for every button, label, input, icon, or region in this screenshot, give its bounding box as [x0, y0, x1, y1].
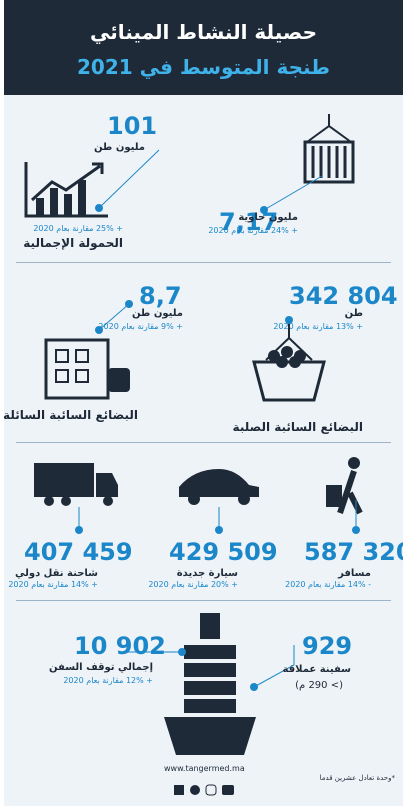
label: البضائع السائبة السائلة — [4, 408, 138, 422]
unit: إجمالي توقف السفن — [49, 662, 153, 673]
unit: مليون طن — [93, 142, 145, 153]
infographic: حصيلة النشاط المينائي طنجة المتوسط في 20… — [4, 0, 403, 806]
value: 407 459 — [24, 538, 133, 566]
section3-graphics — [34, 457, 363, 534]
unit: طن — [344, 308, 363, 319]
change: + 20% مقارنة بعام 2020 — [148, 580, 238, 589]
value: 429 509 — [169, 538, 278, 566]
separator — [16, 442, 391, 443]
header — [4, 0, 403, 95]
container-icon — [303, 114, 355, 184]
value: 587 320 — [304, 538, 403, 566]
unit: سفينة عملاقة — [282, 664, 351, 675]
label: الحمولة الإجمالية — [23, 236, 123, 250]
separator — [16, 600, 391, 601]
change: + 25% مقارنة بعام 2020 — [33, 224, 123, 233]
value: 101 — [107, 112, 158, 140]
change: + 24% مقارنة بعام 2020 — [208, 226, 298, 235]
change: + 13% مقارنة بعام 2020 — [273, 322, 363, 331]
footnote: *وحدة تعادل عشرين قدما — [319, 774, 395, 782]
connector-lines — [95, 149, 323, 214]
value: 8,7 — [139, 282, 182, 310]
social-icons — [174, 784, 234, 796]
unit: مسافر — [338, 568, 371, 579]
url: www.tangermed.ma — [164, 764, 245, 773]
change: + 9% مقارنة بعام 2020 — [98, 322, 183, 331]
change: + 12% مقارنة بعام 2020 — [63, 676, 153, 685]
label: البضائع السائبة الصلبة — [232, 420, 363, 434]
change: + 14% مقارنة بعام 2020 — [8, 580, 98, 589]
unit: سيارة جديدة — [176, 568, 238, 579]
value: 10 902 — [74, 632, 166, 660]
section2-graphics — [44, 300, 326, 402]
chart-icon — [24, 162, 108, 218]
unit: مليون حاوية — [238, 212, 298, 223]
ship-graphic — [122, 613, 295, 755]
separator — [16, 262, 391, 263]
unit: مليون طن — [131, 308, 183, 319]
value: 7,17 — [219, 208, 279, 236]
value: 342 804 — [289, 282, 398, 310]
subtitle: طنجة المتوسط في 2021 — [77, 55, 330, 79]
unit: شاحنة نقل دولي — [14, 568, 98, 579]
value: 929 — [302, 632, 353, 660]
note: (> 290 م) — [295, 680, 343, 691]
change: - 14% مقارنة بعام 2020 — [285, 580, 371, 589]
title: حصيلة النشاط المينائي — [89, 20, 318, 44]
